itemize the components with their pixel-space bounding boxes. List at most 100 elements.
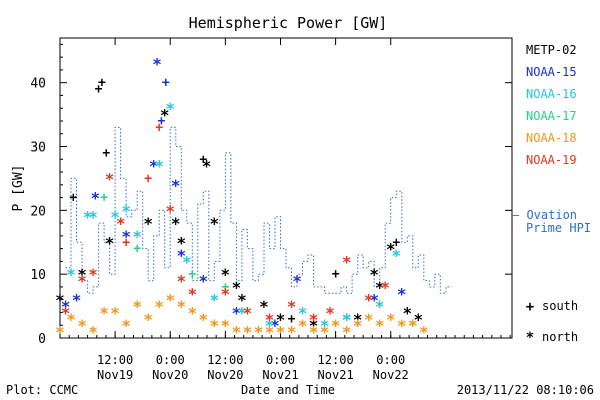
x-tick-label-time: 12:00 [318,353,354,367]
point-metp-02: * [221,265,231,284]
point-noaa-19: * [221,284,231,303]
point-metp-02: * [176,233,186,252]
point-noaa-18: * [121,316,131,335]
point-metp-02: * [232,278,242,297]
point-metp-02: * [171,214,181,233]
legend-item: METP-02 [526,43,577,57]
legend-symbol: * [526,330,534,346]
point-noaa-16: * [88,208,98,227]
x-tick-label-date: Nov20 [207,368,243,382]
point-noaa-18: * [342,323,352,342]
point-metp-02: * [413,310,423,329]
point-noaa-19: * [380,278,390,297]
point-metp-02: * [105,233,115,252]
point-metp-02: * [77,265,87,284]
point-noaa-19: * [61,303,71,322]
point-noaa-18: * [198,310,208,329]
point-noaa-15: * [152,55,162,74]
point-metp-02: * [143,214,153,233]
point-noaa-19: * [176,272,186,291]
point-noaa-19: * [325,303,335,322]
point-noaa-19: + [155,120,163,135]
point-noaa-18: * [353,316,363,335]
point-noaa-16: * [66,265,76,284]
point-noaa-18: * [66,310,76,329]
point-noaa-15: * [171,176,181,195]
x-tick-label-time: 12:00 [97,353,133,367]
point-noaa-18: * [320,323,330,342]
point-noaa-16: * [110,208,120,227]
x-tick-label-date: Nov19 [97,368,133,382]
point-metp-02: + [69,191,77,206]
point-noaa-16: * [298,303,308,322]
point-noaa-19: + [122,235,130,250]
point-noaa-18: * [110,303,120,322]
x-tick-label-date: Nov21 [262,368,298,382]
point-noaa-15: * [292,272,302,291]
point-noaa-16: * [237,303,247,322]
footer-credit: Plot: CCMC [6,383,78,397]
point-noaa-18: * [298,316,308,335]
point-noaa-18: * [287,323,297,342]
point-noaa-16: * [375,297,385,316]
point-noaa-16: * [165,99,175,118]
point-noaa-15: * [369,291,379,310]
point-noaa-19: * [105,169,115,188]
point-noaa-19: * [287,297,297,316]
point-metp-02: + [95,82,103,97]
point-noaa-16: * [342,310,352,329]
point-noaa-19: * [342,252,352,271]
point-noaa-18: * [243,323,253,342]
footer-timestamp: 2013/11/22 08:10:06 [457,383,594,397]
x-tick-label-time: 0:00 [156,353,185,367]
point-noaa-15: * [61,297,71,316]
point-metp-02: * [160,106,170,125]
point-noaa-19: * [187,284,197,303]
point-noaa-18: * [132,297,142,316]
point-metp-02: * [353,310,363,329]
x-tick-label-time: 12:00 [207,353,243,367]
point-noaa-18: * [187,303,197,322]
legend-ovation-line1: — Ovation [512,208,577,222]
point-noaa-18: * [397,316,407,335]
legend-item: NOAA-15 [526,65,577,79]
point-noaa-19: + [144,171,152,186]
point-metp-02: + [199,152,207,167]
ovation-hpi-line [65,126,452,294]
point-noaa-16: * [265,316,275,335]
point-metp-02: + [98,76,106,91]
point-noaa-15: * [397,284,407,303]
point-noaa-16: * [391,246,401,265]
point-noaa-19: * [88,265,98,284]
point-noaa-15: + [162,76,170,91]
legend-symbol: + [526,299,534,315]
point-metp-02: + [332,267,340,282]
x-tick-label-date: Nov22 [373,368,409,382]
point-noaa-16: * [408,316,418,335]
ovation-line-layer [65,126,452,294]
point-metp-02: + [392,235,400,250]
point-noaa-15: + [158,114,166,129]
point-metp-02: * [276,310,286,329]
point-noaa-18: * [309,323,319,342]
point-metp-02: * [369,265,379,284]
point-noaa-15: * [176,246,186,265]
point-noaa-18: * [419,323,429,342]
legend-item: NOAA-19 [526,153,577,167]
point-noaa-18: * [154,297,164,316]
point-noaa-15: * [198,272,208,291]
point-noaa-15: * [90,189,100,208]
chart-title: Hemispheric Power [GW] [189,14,388,32]
point-noaa-18: * [375,316,385,335]
point-metp-02: + [288,312,296,327]
y-axis-label: P [GW] [11,165,26,212]
y-tick-label: 40 [30,77,46,92]
legend-symbol-label: north [542,330,578,344]
point-noaa-19: * [309,310,319,329]
point-noaa-17: + [100,191,108,206]
point-noaa-18: * [77,316,87,335]
legend-item: NOAA-18 [526,131,577,145]
x-tick-label-time: 0:00 [376,353,405,367]
point-metp-02: * [202,157,212,176]
